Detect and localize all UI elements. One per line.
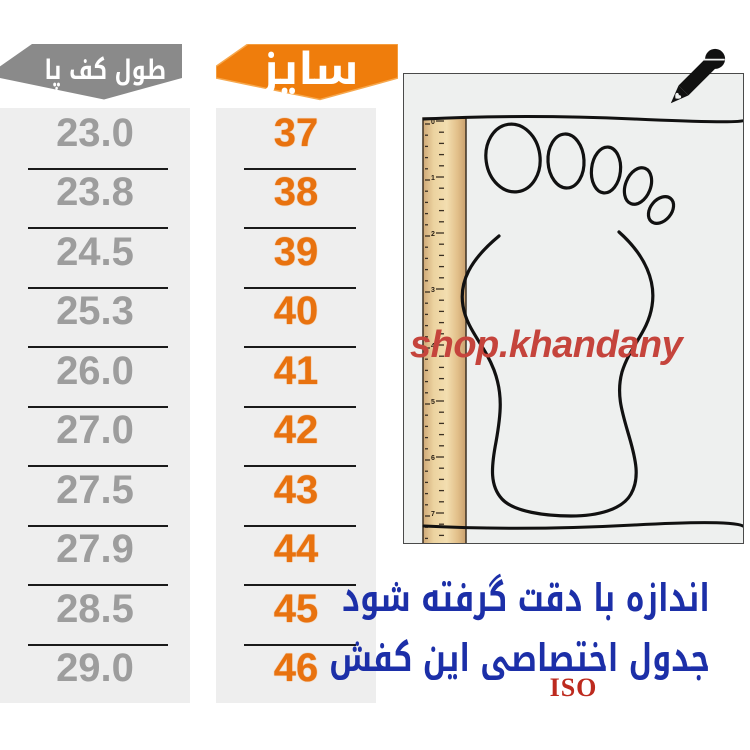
svg-text:3: 3 [431,287,435,294]
svg-text:5: 5 [431,399,435,406]
svg-text:7: 7 [431,511,435,518]
svg-text:2: 2 [431,231,435,238]
svg-text:6: 6 [431,455,435,462]
svg-text:1: 1 [431,175,435,182]
